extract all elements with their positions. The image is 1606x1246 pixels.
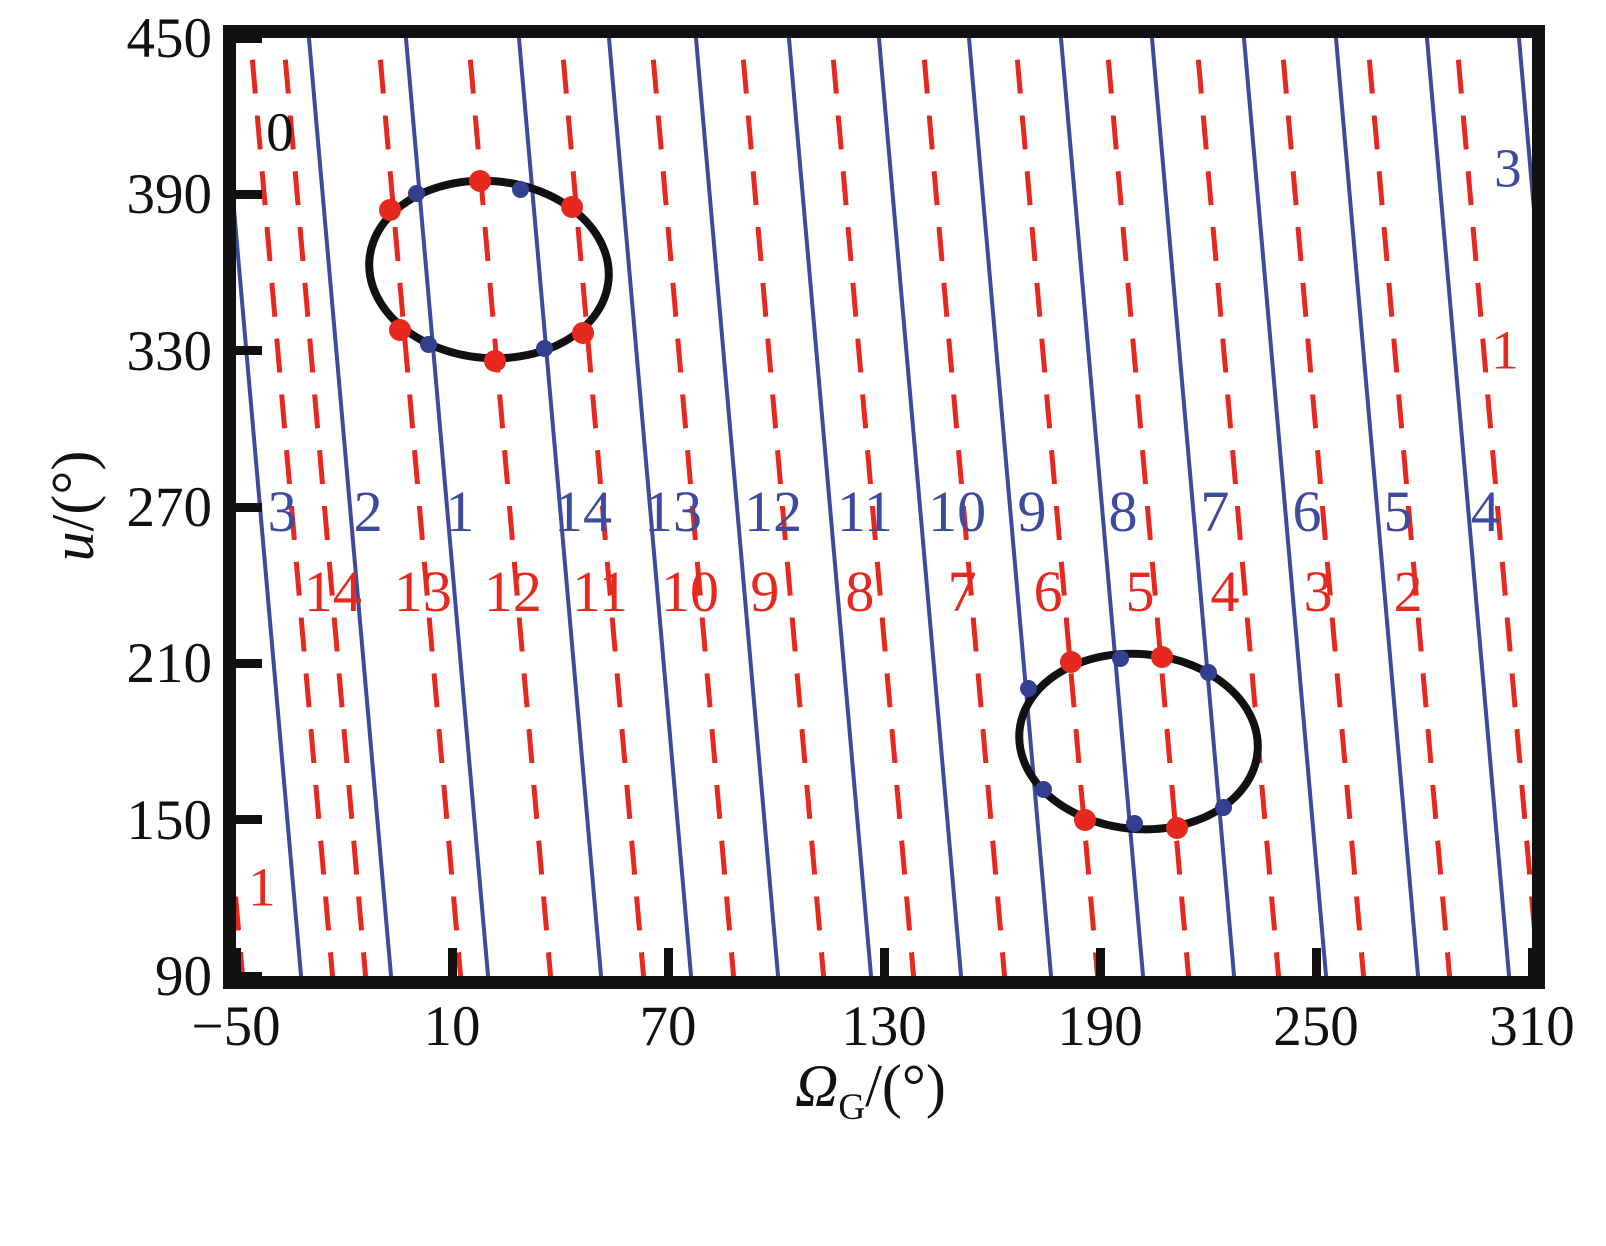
track-number-satellite-a: 5 [1383, 479, 1413, 545]
track-number-satellite-b: 14 [303, 558, 362, 624]
track-number-satellite-a: 10 [928, 479, 987, 545]
track-number-satellite-b: 2 [1393, 558, 1423, 624]
track-number-satellite-b: 10 [660, 558, 719, 624]
y-axis-tick [236, 502, 262, 512]
track-number-satellite-a: 6 [1292, 479, 1322, 545]
x-axis-tick [1527, 948, 1537, 976]
track-number-satellite-b: 3 [1303, 558, 1333, 624]
track-number-wrapped: 3 [1494, 137, 1522, 199]
plot-area: 3 2 1 14 13 12 11 10 9 8 7 6 5 4 14 13 12 11 10 9 8 7 6 5 4 3 2 0 3 1… [236, 38, 1532, 976]
y-axis-tick-label: 330 [126, 319, 213, 383]
intersection-dot-blue [1214, 799, 1232, 817]
y-axis-tick-label: 270 [126, 476, 213, 539]
satellite-b-track-line [1275, 38, 1369, 976]
track-number-satellite-a: 12 [744, 479, 803, 545]
intersection-dot-blue [407, 184, 425, 202]
x-axis-title-symbol: Ω [795, 1053, 839, 1119]
y-axis-tick [236, 658, 262, 668]
intersection-dot-blue [1019, 679, 1037, 697]
x-axis-tick [1311, 948, 1321, 976]
x-axis-tick-label: 310 [1489, 995, 1575, 1058]
track-number-satellite-a: 8 [1108, 479, 1138, 545]
intersection-dot-blue [536, 339, 554, 357]
track-number-satellite-a: 14 [554, 479, 613, 545]
x-axis-tick-label: 70 [639, 995, 697, 1058]
y-axis-tick [236, 33, 262, 43]
intersection-dot-red [1166, 817, 1189, 839]
intersection-dot-blue [1034, 781, 1052, 799]
track-number-satellite-a: 4 [1470, 479, 1500, 545]
y-axis-tick-label: 210 [126, 632, 213, 696]
track-number-satellite-b: 8 [845, 558, 875, 624]
x-axis-tick-label: 130 [841, 995, 927, 1058]
y-axis-tick [236, 971, 262, 981]
track-number-satellite-a: 9 [1017, 479, 1047, 545]
track-number-satellite-b: 9 [750, 558, 780, 624]
intersection-dot-blue [420, 336, 438, 354]
intersection-dot-blue [1199, 664, 1217, 682]
track-number-satellite-b: 5 [1125, 558, 1155, 624]
intersection-dot-red [572, 321, 595, 344]
track-number-satellite-a: 1 [445, 479, 475, 545]
x-axis-tick [447, 948, 457, 976]
track-number-wrapped: 0 [266, 101, 294, 163]
x-axis-tick-label: 190 [1057, 995, 1143, 1058]
track-number-satellite-a: 11 [836, 479, 893, 545]
intersection-dot-red [483, 350, 506, 373]
x-axis-title-units: /(°) [865, 1053, 946, 1119]
intersection-dot-red [1059, 651, 1082, 674]
x-axis-tick-label: 10 [423, 995, 481, 1058]
x-axis-tick [1095, 948, 1105, 976]
x-axis-tick-label: 250 [1273, 995, 1359, 1058]
y-axis-tick-label: 150 [126, 788, 213, 852]
track-number-satellite-a: 13 [644, 479, 703, 545]
y-axis-tick-label: 450 [126, 7, 213, 70]
legend: 视场映射域 卫星A轨迹 卫星B轨迹 [0, 1168, 1606, 1246]
track-number-satellite-a: 7 [1200, 479, 1230, 545]
intersection-dot-blue [511, 181, 529, 199]
track-number-satellite-b: 11 [572, 558, 628, 624]
track-number-wrapped: 1 [248, 856, 276, 918]
track-number-satellite-b: 4 [1210, 558, 1240, 624]
x-axis-title-subscript: G [838, 1087, 866, 1128]
x-axis-tick [663, 948, 673, 976]
y-axis-tick-label: 390 [126, 163, 213, 227]
track-number-satellite-b: 12 [483, 558, 542, 624]
x-axis-tick [231, 948, 241, 976]
y-axis-tick-label: 90 [155, 945, 212, 1008]
intersection-dot-red [389, 319, 412, 342]
x-axis-tick-label: −50 [191, 995, 281, 1058]
intersection-dot-red [1073, 808, 1096, 831]
intersection-dot-red [560, 196, 583, 219]
track-number-satellite-b: 7 [947, 558, 977, 624]
track-number-satellite-b: 13 [393, 558, 452, 624]
track-number-satellite-a: 3 [267, 479, 297, 545]
intersection-dot-red [469, 170, 492, 193]
y-axis-tick [236, 815, 262, 825]
intersection-dot-blue [1126, 814, 1144, 832]
y-axis-tick [236, 346, 262, 356]
track-number-satellite-a: 2 [353, 479, 383, 545]
x-axis-tick [879, 948, 889, 976]
intersection-dot-blue [1111, 649, 1129, 667]
intersection-dot-red [1150, 646, 1173, 669]
intersection-dot-red [379, 198, 402, 221]
track-number-satellite-b: 6 [1033, 558, 1063, 624]
track-number-wrapped: 1 [1491, 319, 1519, 381]
fov-mapping-ellipse [1007, 639, 1270, 845]
x-axis-title: ΩG/(°) [795, 1056, 946, 1126]
y-axis-tick [236, 189, 262, 199]
